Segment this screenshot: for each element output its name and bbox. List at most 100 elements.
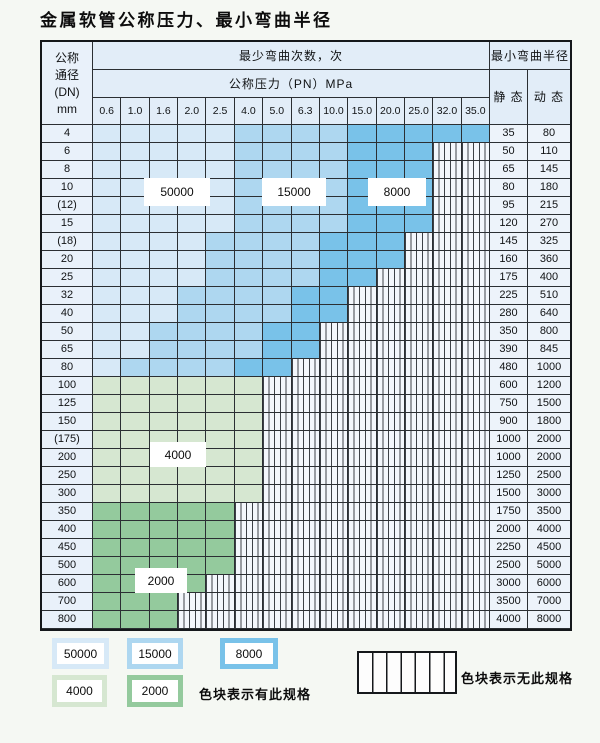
- spec-cell: [93, 485, 121, 502]
- pressure-header: 2.0: [178, 98, 206, 124]
- no-spec-cell: [263, 377, 291, 394]
- spec-cell: [348, 125, 376, 142]
- no-spec-cell: [404, 503, 433, 520]
- pressure-header: 35.0: [461, 98, 489, 124]
- spec-cell: [121, 143, 149, 160]
- no-spec-cell: [291, 377, 319, 394]
- dn-cell: 4: [42, 125, 92, 142]
- no-spec-cell: [433, 485, 461, 502]
- dn-cell: 150: [42, 413, 92, 430]
- static-radius-cell: 95: [490, 197, 527, 214]
- dynamic-radius-cell: 510: [528, 287, 570, 304]
- no-spec-cell: [461, 521, 489, 538]
- no-spec-cell: [461, 467, 489, 484]
- spec-cell: [149, 593, 178, 610]
- static-radius-cell: 65: [490, 161, 527, 178]
- dn-cell: 25: [42, 269, 92, 286]
- no-spec-cell: [319, 449, 348, 466]
- spec-cell: [319, 125, 348, 142]
- spec-cell: [121, 305, 149, 322]
- pressure-header: 1.6: [149, 98, 178, 124]
- spec-cell: [93, 503, 121, 520]
- dn-cell: 20: [42, 251, 92, 268]
- no-spec-cell: [234, 521, 263, 538]
- spec-cell: [178, 377, 206, 394]
- no-spec-cell: [461, 323, 489, 340]
- dynamic-radius-cell: 1800: [528, 413, 570, 430]
- spec-cell: [234, 323, 263, 340]
- spec-cell: [206, 377, 234, 394]
- spec-cell: [319, 269, 348, 286]
- spec-cell: [178, 305, 206, 322]
- static-header: 静 态: [490, 70, 527, 124]
- dn-cell: (12): [42, 197, 92, 214]
- spec-cell: [461, 125, 489, 142]
- spec-cell: [291, 323, 319, 340]
- spec-cell: [178, 251, 206, 268]
- no-spec-cell: [263, 539, 291, 556]
- spec-cell: [348, 215, 376, 232]
- spec-cell: [93, 125, 121, 142]
- no-spec-cell: [263, 395, 291, 412]
- pressure-header: 5.0: [263, 98, 291, 124]
- no-spec-cell: [348, 323, 376, 340]
- spec-cell: [121, 377, 149, 394]
- spec-cell: [121, 611, 149, 628]
- spec-cell: [404, 161, 433, 178]
- spec-cell: [178, 215, 206, 232]
- spec-cell: [404, 143, 433, 160]
- no-spec-cell: [263, 467, 291, 484]
- dynamic-radius-cell: 270: [528, 215, 570, 232]
- static-radius-cell: 1000: [490, 431, 527, 448]
- no-spec-cell: [291, 485, 319, 502]
- dynamic-radius-cell: 2000: [528, 449, 570, 466]
- no-spec-cell: [319, 521, 348, 538]
- no-spec-cell: [263, 413, 291, 430]
- spec-cell: [149, 323, 178, 340]
- no-spec-cell: [461, 485, 489, 502]
- legend-chip-50000-label: 50000: [57, 643, 104, 664]
- dn-cell: 500: [42, 557, 92, 574]
- spec-cell: [121, 485, 149, 502]
- spec-cell: [404, 125, 433, 142]
- spec-cell: [178, 539, 206, 556]
- spec-cell: [234, 413, 263, 430]
- spec-cell: [93, 521, 121, 538]
- spec-cell: [263, 269, 291, 286]
- spec-cell: [178, 125, 206, 142]
- no-spec-cell: [433, 521, 461, 538]
- pressure-header: 4.0: [234, 98, 263, 124]
- no-spec-cell: [319, 323, 348, 340]
- dn-cell: 100: [42, 377, 92, 394]
- static-radius-cell: 350: [490, 323, 527, 340]
- no-spec-cell: [234, 593, 263, 610]
- dn-column-header: 公称 通径 (DN) mm: [42, 42, 92, 124]
- spec-cell: [348, 269, 376, 286]
- no-spec-cell: [376, 485, 404, 502]
- static-radius-cell: 145: [490, 233, 527, 250]
- spec-cell: [93, 323, 121, 340]
- dynamic-radius-cell: 325: [528, 233, 570, 250]
- no-spec-cell: [348, 611, 376, 628]
- static-radius-cell: 2500: [490, 557, 527, 574]
- spec-cell: [149, 413, 178, 430]
- spec-cell: [178, 233, 206, 250]
- spec-cell: [178, 413, 206, 430]
- spec-cell: [263, 125, 291, 142]
- no-spec-cell: [348, 305, 376, 322]
- no-spec-cell: [404, 305, 433, 322]
- dynamic-radius-cell: 8000: [528, 611, 570, 628]
- spec-cell: [93, 575, 121, 592]
- no-spec-cell: [263, 485, 291, 502]
- spec-cell: [178, 161, 206, 178]
- dn-header-line: mm: [57, 101, 77, 116]
- static-radius-cell: 1750: [490, 503, 527, 520]
- static-radius-cell: 900: [490, 413, 527, 430]
- spec-cell: [149, 269, 178, 286]
- no-spec-cell: [319, 377, 348, 394]
- no-spec-cell: [376, 503, 404, 520]
- spec-cell: [149, 611, 178, 628]
- spec-cell: [319, 161, 348, 178]
- spec-cell: [206, 539, 234, 556]
- spec-cell: [263, 287, 291, 304]
